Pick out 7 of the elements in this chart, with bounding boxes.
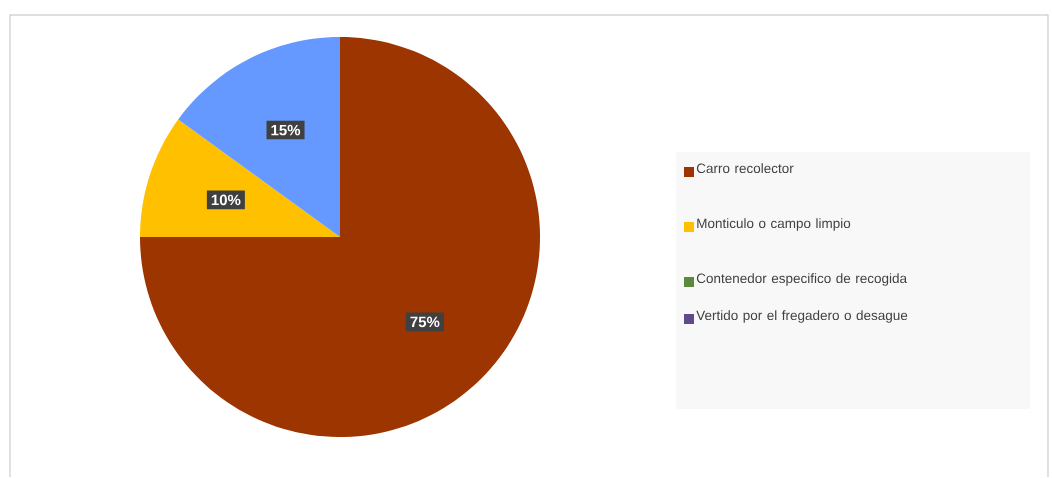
data-label: 15% — [271, 125, 301, 136]
data-label: 75% — [410, 316, 440, 328]
legend-label: Monticulo o campo limpio — [697, 218, 851, 232]
legend-label: Contenedor especifico de recogida — [696, 273, 908, 287]
data-label: 10% — [211, 194, 241, 206]
legend-label: Carro recolector — [696, 163, 794, 174]
legend-label: Vertido por el fregadero o desague — [696, 310, 908, 324]
